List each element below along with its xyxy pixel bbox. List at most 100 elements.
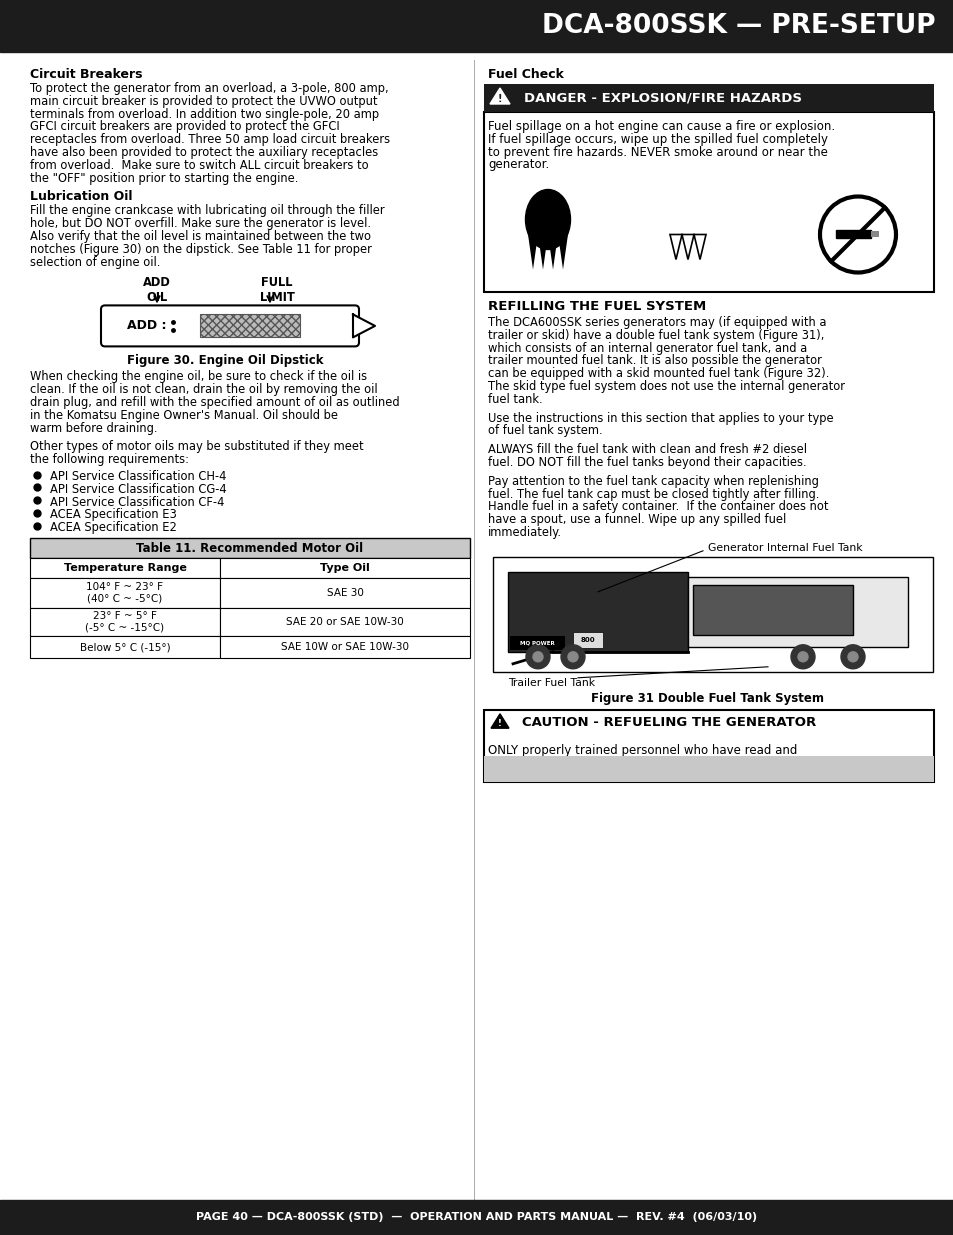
Text: trailer or skid) have a double fuel tank system (Figure 31),: trailer or skid) have a double fuel tank… bbox=[488, 329, 823, 342]
Circle shape bbox=[560, 645, 584, 669]
Text: When checking the engine oil, be sure to check if the oil is: When checking the engine oil, be sure to… bbox=[30, 370, 367, 383]
Text: 104° F ~ 23° F
(40° C ~ -5°C): 104° F ~ 23° F (40° C ~ -5°C) bbox=[87, 582, 163, 604]
Text: REFILLING THE FUEL SYSTEM: REFILLING THE FUEL SYSTEM bbox=[488, 300, 705, 312]
Text: clean. If the oil is not clean, drain the oil by removing the oil: clean. If the oil is not clean, drain th… bbox=[30, 383, 377, 396]
Bar bbox=[573, 632, 602, 648]
Bar bbox=[30, 578, 220, 608]
Text: ACEA Specification E2: ACEA Specification E2 bbox=[50, 521, 176, 535]
Text: API Service Classification CG-4: API Service Classification CG-4 bbox=[50, 483, 227, 495]
Text: DANGER - EXPLOSION/FIRE HAZARDS: DANGER - EXPLOSION/FIRE HAZARDS bbox=[523, 91, 801, 105]
Text: Pay attention to the fuel tank capacity when replenishing: Pay attention to the fuel tank capacity … bbox=[488, 474, 818, 488]
Text: of fuel tank system.: of fuel tank system. bbox=[488, 425, 602, 437]
Text: fuel tank.: fuel tank. bbox=[488, 393, 542, 406]
Text: SAE 10W or SAE 10W-30: SAE 10W or SAE 10W-30 bbox=[281, 642, 409, 652]
Text: Fill the engine crankcase with lubricating oil through the filler: Fill the engine crankcase with lubricati… bbox=[30, 205, 384, 217]
Circle shape bbox=[797, 652, 807, 662]
Text: generator.: generator. bbox=[488, 158, 549, 172]
Bar bbox=[220, 636, 470, 658]
Text: receptacles from overload. Three 50 amp load circuit breakers: receptacles from overload. Three 50 amp … bbox=[30, 133, 390, 146]
Polygon shape bbox=[547, 235, 558, 269]
Text: If fuel spillage occurs, wipe up the spilled fuel completely: If fuel spillage occurs, wipe up the spi… bbox=[488, 133, 827, 146]
Text: The skid type fuel system does not use the internal generator: The skid type fuel system does not use t… bbox=[488, 380, 844, 393]
Text: Other types of motor oils may be substituted if they meet: Other types of motor oils may be substit… bbox=[30, 441, 363, 453]
Text: main circuit breaker is provided to protect the UVWO output: main circuit breaker is provided to prot… bbox=[30, 95, 377, 107]
Text: FULL
LIMIT: FULL LIMIT bbox=[259, 277, 294, 304]
Polygon shape bbox=[353, 315, 375, 337]
Polygon shape bbox=[490, 88, 510, 104]
Text: warm before draining.: warm before draining. bbox=[30, 421, 157, 435]
Text: !: ! bbox=[497, 719, 501, 727]
Text: API Service Classification CF-4: API Service Classification CF-4 bbox=[50, 495, 224, 509]
Bar bbox=[30, 636, 220, 658]
Text: API Service Classification CH-4: API Service Classification CH-4 bbox=[50, 471, 226, 483]
Text: can be equipped with a skid mounted fuel tank (Figure 32).: can be equipped with a skid mounted fuel… bbox=[488, 367, 828, 380]
Text: To protect the generator from an overload, a 3-pole, 800 amp,: To protect the generator from an overloa… bbox=[30, 82, 388, 95]
Text: understand this section should refill the fuel tank system.: understand this section should refill th… bbox=[488, 757, 829, 769]
Text: DCA-800SSK — PRE-SETUP: DCA-800SSK — PRE-SETUP bbox=[542, 14, 935, 40]
Circle shape bbox=[525, 645, 550, 669]
FancyBboxPatch shape bbox=[101, 305, 358, 346]
Bar bbox=[220, 578, 470, 608]
Bar bbox=[483, 84, 933, 112]
Bar bbox=[200, 315, 299, 337]
Bar bbox=[870, 231, 878, 236]
Bar bbox=[483, 710, 933, 782]
Text: 800: 800 bbox=[580, 637, 595, 642]
Text: The DCA600SSK series generators may (if equipped with a: The DCA600SSK series generators may (if … bbox=[488, 316, 825, 329]
Text: Fuel Check: Fuel Check bbox=[488, 68, 563, 82]
Text: from overload.  Make sure to switch ALL circuit breakers to: from overload. Make sure to switch ALL c… bbox=[30, 159, 368, 172]
Bar bbox=[0, 0, 953, 52]
Text: trailer mounted fuel tank. It is also possible the generator: trailer mounted fuel tank. It is also po… bbox=[488, 354, 821, 367]
Text: Use the instructions in this section that applies to your type: Use the instructions in this section tha… bbox=[488, 411, 833, 425]
Text: Lubrication Oil: Lubrication Oil bbox=[30, 190, 132, 204]
Text: Trailer Fuel Tank: Trailer Fuel Tank bbox=[507, 678, 595, 688]
Text: the following requirements:: the following requirements: bbox=[30, 453, 189, 466]
Polygon shape bbox=[527, 235, 537, 269]
Polygon shape bbox=[491, 714, 509, 729]
Circle shape bbox=[790, 645, 814, 669]
Text: ADD :: ADD : bbox=[127, 320, 167, 332]
Text: Figure 30. Engine Oil Dipstick: Figure 30. Engine Oil Dipstick bbox=[127, 354, 323, 367]
Text: which consists of an internal generator fuel tank, and a: which consists of an internal generator … bbox=[488, 342, 806, 354]
Bar bbox=[483, 112, 933, 291]
Polygon shape bbox=[558, 235, 567, 269]
Text: SAE 30: SAE 30 bbox=[326, 588, 363, 598]
Text: Type Oil: Type Oil bbox=[320, 563, 370, 573]
Text: Fuel spillage on a hot engine can cause a fire or explosion.: Fuel spillage on a hot engine can cause … bbox=[488, 120, 834, 133]
Circle shape bbox=[841, 645, 864, 669]
Text: fuel. DO NOT fill the fuel tanks beyond their capacities.: fuel. DO NOT fill the fuel tanks beyond … bbox=[488, 456, 806, 469]
Text: to prevent fire hazards. NEVER smoke around or near the: to prevent fire hazards. NEVER smoke aro… bbox=[488, 146, 827, 158]
Text: in the Komatsu Engine Owner's Manual. Oil should be: in the Komatsu Engine Owner's Manual. Oi… bbox=[30, 409, 337, 422]
Text: CAUTION - REFUELING THE GENERATOR: CAUTION - REFUELING THE GENERATOR bbox=[521, 716, 816, 730]
Bar bbox=[0, 1200, 953, 1235]
Text: hole, but DO NOT overfill. Make sure the generator is level.: hole, but DO NOT overfill. Make sure the… bbox=[30, 217, 371, 230]
Text: immediately.: immediately. bbox=[488, 526, 561, 538]
Circle shape bbox=[533, 652, 542, 662]
Text: Generator Internal Fuel Tank: Generator Internal Fuel Tank bbox=[707, 543, 862, 553]
Text: terminals from overload. In addition two single-pole, 20 amp: terminals from overload. In addition two… bbox=[30, 107, 378, 121]
Bar bbox=[510, 636, 564, 650]
Text: the "OFF" position prior to starting the engine.: the "OFF" position prior to starting the… bbox=[30, 172, 298, 184]
Bar bbox=[220, 558, 470, 578]
Bar bbox=[507, 572, 687, 652]
Bar bbox=[835, 230, 870, 237]
Text: ADD
OIL: ADD OIL bbox=[143, 277, 171, 304]
Text: have a spout, use a funnel. Wipe up any spilled fuel: have a spout, use a funnel. Wipe up any … bbox=[488, 514, 785, 526]
Bar bbox=[30, 538, 470, 558]
Bar bbox=[493, 557, 932, 672]
Text: selection of engine oil.: selection of engine oil. bbox=[30, 256, 160, 268]
Text: fuel. The fuel tank cap must be closed tightly after filling.: fuel. The fuel tank cap must be closed t… bbox=[488, 488, 819, 500]
Circle shape bbox=[567, 652, 578, 662]
Text: ACEA Specification E3: ACEA Specification E3 bbox=[50, 509, 176, 521]
Text: Below 5° C (-15°): Below 5° C (-15°) bbox=[80, 642, 171, 652]
Polygon shape bbox=[537, 235, 547, 269]
Ellipse shape bbox=[525, 189, 570, 249]
Text: ONLY properly trained personnel who have read and: ONLY properly trained personnel who have… bbox=[488, 743, 797, 757]
Text: Temperature Range: Temperature Range bbox=[64, 563, 186, 573]
Text: MQ POWER: MQ POWER bbox=[519, 640, 554, 646]
Text: Table 11. Recommended Motor Oil: Table 11. Recommended Motor Oil bbox=[136, 541, 363, 555]
Bar bbox=[483, 756, 933, 782]
Bar bbox=[692, 585, 852, 635]
Circle shape bbox=[847, 652, 857, 662]
Text: Circuit Breakers: Circuit Breakers bbox=[30, 68, 142, 82]
